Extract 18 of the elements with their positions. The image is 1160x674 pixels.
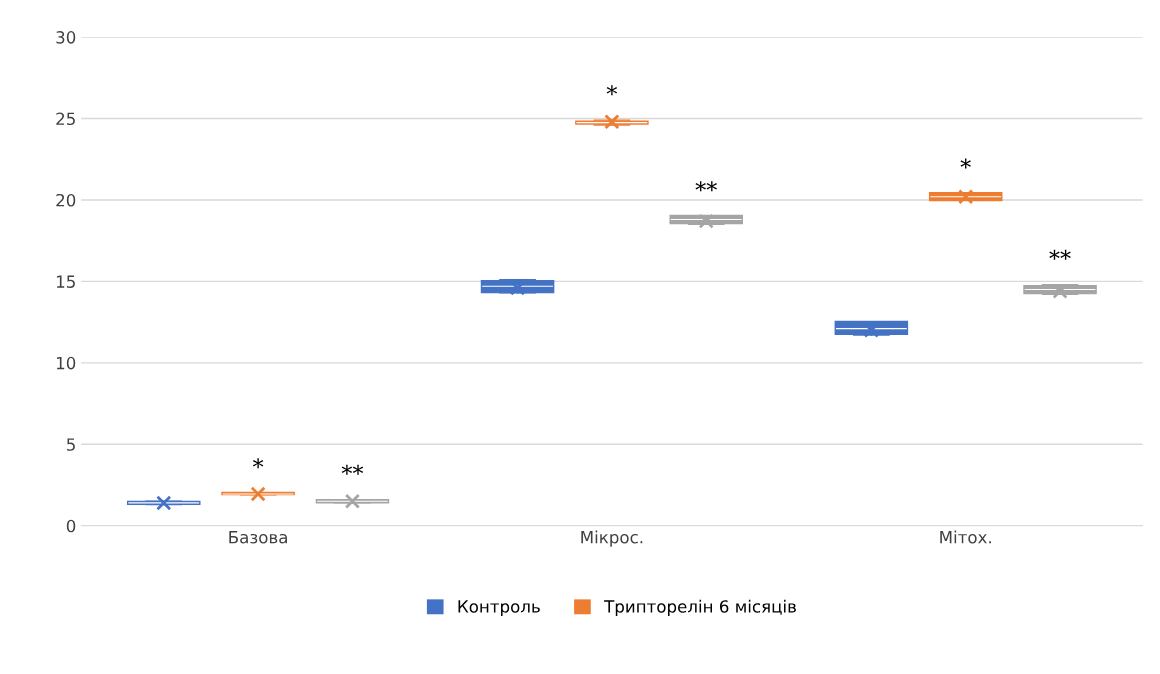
text: ** [1049,249,1071,260]
text: * [606,85,618,96]
y-tick-label: 0 [66,519,76,533]
y-tick-label: 25 [56,112,75,126]
text: * [252,458,264,469]
text: * [960,158,971,169]
text: ** [341,464,364,475]
legend-label: Контроль [458,600,540,616]
legend-label: Трипторелін 6 місяців [604,599,796,616]
y-tick-label: 10 [56,356,76,370]
x-tick-label: Мікрос. [581,530,643,547]
x-tick-label: Мітох. [940,530,991,544]
y-tick-label: 20 [56,193,76,207]
y-tick-label: 15 [56,275,75,288]
text: ** [695,181,717,192]
y-tick-label: 30 [56,31,76,44]
y-tick-label: 5 [67,438,75,451]
x-tick-label: Базова [229,531,287,544]
